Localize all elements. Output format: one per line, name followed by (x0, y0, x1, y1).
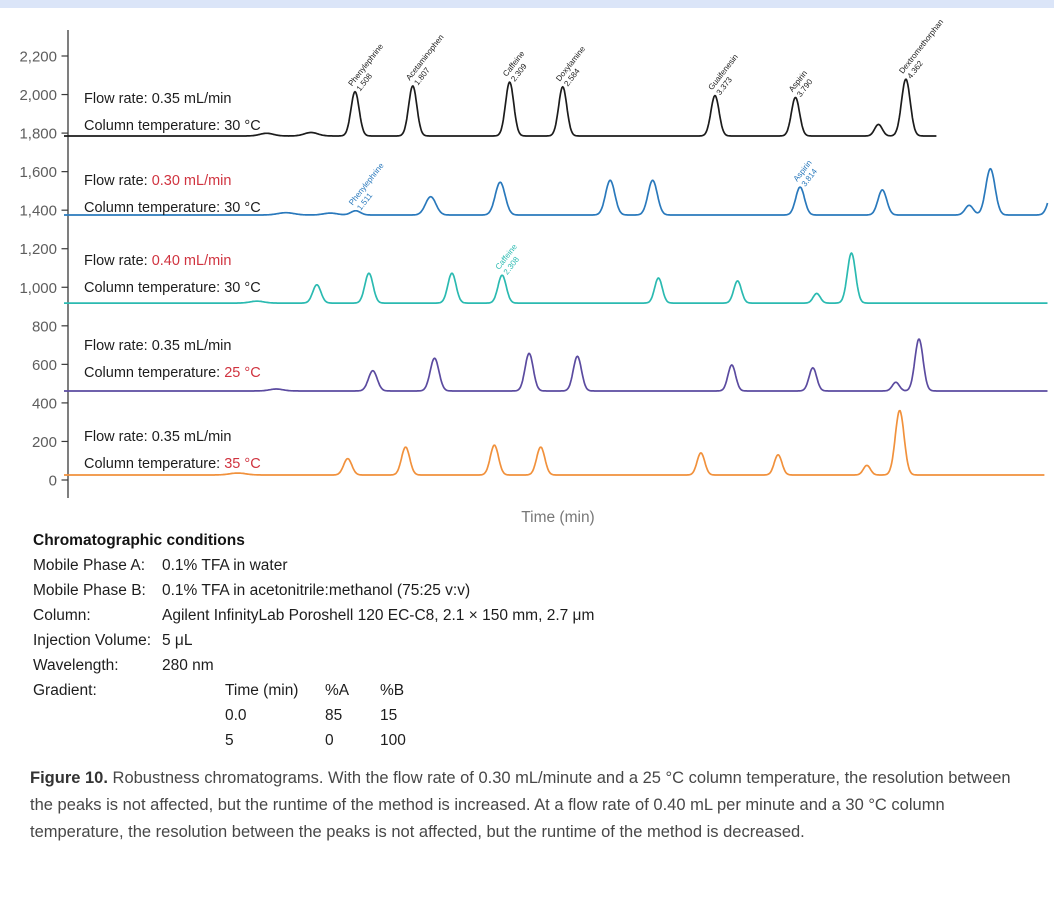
y-tick-label: 1,600 (19, 164, 57, 181)
gradient-header-time: Time (min) (225, 682, 299, 699)
chromatogram-figure: 2,200 2,000 1,800 1,600 1,400 1,200 1,000 800 60… (0, 8, 1054, 530)
condition-annotation-3: Flow rate: 0.40 mL/min Column temperatur… (84, 248, 261, 302)
conditions-title: Chromatographic conditions (33, 532, 245, 549)
peak-label-acetaminophen: Acetaminophen1.807 (404, 33, 453, 88)
condition-annotation-1: Flow rate: 0.35 mL/min Column temperatur… (84, 86, 261, 140)
column-temp-line: Column temperature: 30 °C (84, 280, 261, 296)
condition-annotation-4: Flow rate: 0.35 mL/min Column temperatur… (84, 333, 261, 387)
peak-label-phenylephrine: Phenylephrine1.508 (347, 42, 393, 94)
y-tick-label: 2,200 (19, 49, 57, 66)
figure-caption: Figure 10. Robustness chromatograms. Wit… (30, 769, 1011, 841)
top-strip (0, 0, 1054, 8)
condition-row-injection-volume: Injection Volume: 5 μL (33, 632, 193, 649)
svg-text:Phenylephrine1.508: Phenylephrine1.508 (347, 42, 393, 94)
svg-text:Guaifenesin3.373: Guaifenesin3.373 (706, 53, 747, 98)
svg-text:Caffeine2.309: Caffeine2.309 (501, 49, 534, 84)
gradient-table: Gradient: Time (min) %A %B (33, 678, 594, 703)
svg-text:Phenylephrine1.511: Phenylephrine1.511 (347, 161, 393, 213)
flow-rate-line: Flow rate: 0.40 mL/min (84, 253, 232, 269)
x-axis-label: Time (min) (521, 509, 595, 526)
y-tick-label: 1,000 (19, 280, 57, 297)
peak-label-caffeine: Caffeine2.309 (501, 49, 534, 84)
svg-text:Dextromethorphan4.362: Dextromethorphan4.362 (897, 18, 952, 82)
chromatogram-plot: 2,200 2,000 1,800 1,600 1,400 1,200 1,000 800 60… (19, 18, 1049, 498)
y-tick-label: 0 (49, 473, 57, 490)
condition-annotation-2: Flow rate: 0.30 mL/min Column temperatur… (84, 168, 261, 222)
flow-rate-line: Flow rate: 0.35 mL/min (84, 429, 232, 445)
flow-rate-line: Flow rate: 0.35 mL/min (84, 338, 232, 354)
y-tick-label: 1,400 (19, 203, 57, 220)
svg-text:Aspirin3.790: Aspirin3.790 (787, 69, 817, 100)
column-temp-line: Column temperature: 30 °C (84, 118, 261, 134)
column-temp-line: Column temperature: 30 °C (84, 200, 261, 216)
y-tick-label: 1,200 (19, 241, 57, 258)
figure-number: Figure 10. (30, 769, 108, 787)
condition-row-mobile-phase-a: Mobile Phase A: 0.1% TFA in water (33, 557, 288, 574)
gradient-header-a: %A (325, 682, 350, 699)
condition-row-column: Column: Agilent InfinityLab Poroshell 120… (33, 607, 595, 624)
flow-rate-line: Flow rate: 0.30 mL/min (84, 173, 232, 189)
y-tick-label: 400 (32, 395, 57, 412)
y-tick-label: 2,000 (19, 87, 57, 104)
condition-row-mobile-phase-b: Mobile Phase B: 0.1% TFA in acetonitrile:… (33, 582, 471, 599)
peak-label-guaifenesin: Guaifenesin3.373 (706, 53, 747, 98)
peak-label-aspirin: Aspirin3.814 (792, 158, 822, 189)
y-tick-label: 800 (32, 318, 57, 335)
condition-annotation-5: Flow rate: 0.35 mL/min Column temperatur… (84, 424, 261, 478)
gradient-row-2: 5 0 100 (225, 732, 406, 749)
condition-row-wavelength: Wavelength: 280 nm (33, 657, 214, 674)
flow-rate-line: Flow rate: 0.35 mL/min (84, 91, 232, 107)
peak-label-doxylamine: Doxylamine2.584 (554, 44, 595, 89)
gradient-header-b: %B (380, 682, 405, 699)
trace-flow030-temp30 (63, 167, 1049, 216)
svg-text:Acetaminophen1.807: Acetaminophen1.807 (404, 33, 453, 88)
y-tick-label: 1,800 (19, 126, 57, 143)
column-temp-line: Column temperature: 25 °C (84, 365, 261, 381)
column-temp-line: Column temperature: 35 °C (84, 456, 261, 472)
peak-label-aspirin: Aspirin3.790 (787, 69, 817, 100)
trace-flow040-temp30 (63, 252, 1048, 304)
peak-label-dextromethorphan: Dextromethorphan4.362 (897, 18, 952, 82)
svg-text:Caffeine2.308: Caffeine2.308 (494, 242, 527, 277)
chromatographic-conditions: Chromatographic conditions Mobile Phase … (33, 528, 594, 753)
peak-label-caffeine: Caffeine2.308 (494, 242, 527, 277)
trace-flow035-temp30 (63, 78, 937, 137)
trace-flow035-temp25 (63, 338, 1048, 392)
y-tick-label: 200 (32, 434, 57, 451)
gradient-row-1: 0.0 85 15 (225, 707, 398, 724)
trace-flow035-temp35 (63, 409, 1045, 476)
y-tick-label: 600 (32, 357, 57, 374)
svg-text:Aspirin3.814: Aspirin3.814 (792, 158, 822, 189)
peak-label-phenylephrine: Phenylephrine1.511 (347, 161, 393, 213)
svg-text:Doxylamine2.584: Doxylamine2.584 (554, 44, 595, 89)
